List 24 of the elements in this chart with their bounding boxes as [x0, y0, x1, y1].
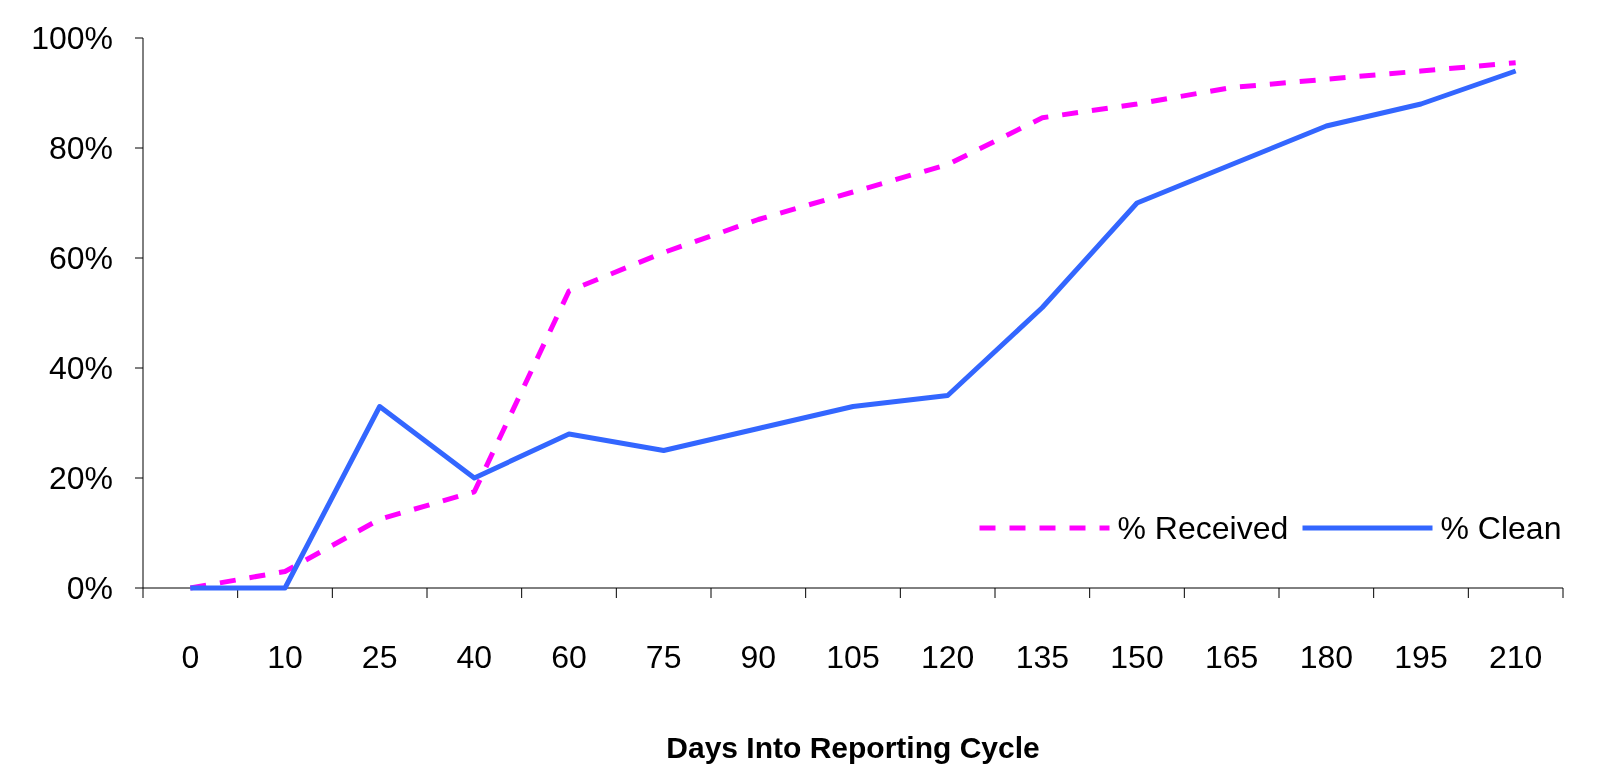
y-tick-label: 40%	[48, 350, 113, 386]
x-tick-label: 90	[740, 639, 777, 675]
x-tick-label: 210	[1488, 639, 1543, 675]
y-tick-label: 60%	[48, 240, 113, 276]
y-tick-label: 100%	[31, 20, 113, 56]
x-tick-label: 180	[1299, 639, 1354, 675]
x-tick-label: 195	[1394, 639, 1448, 675]
x-tick-label: 60	[551, 639, 587, 675]
x-tick-label: 135	[1015, 639, 1070, 675]
y-tick-label: 0%	[66, 570, 113, 606]
x-axis-title: Days Into Reporting Cycle	[666, 731, 1040, 764]
y-tick-label: 20%	[48, 460, 113, 496]
legend-label: % Clean	[1440, 510, 1562, 546]
x-tick-label: 10	[267, 639, 303, 675]
y-tick-label: 80%	[48, 130, 113, 166]
legend-label: % Received	[1117, 510, 1289, 546]
x-tick-label: 150	[1110, 639, 1164, 675]
x-tick-label: 40	[456, 639, 493, 675]
x-tick-label: 105	[826, 639, 880, 675]
x-tick-label: 165	[1204, 639, 1259, 675]
x-tick-label: 75	[645, 639, 682, 675]
x-tick-label: 0	[181, 639, 200, 675]
x-tick-label: 25	[361, 639, 398, 675]
x-tick-label: 120	[920, 639, 975, 675]
